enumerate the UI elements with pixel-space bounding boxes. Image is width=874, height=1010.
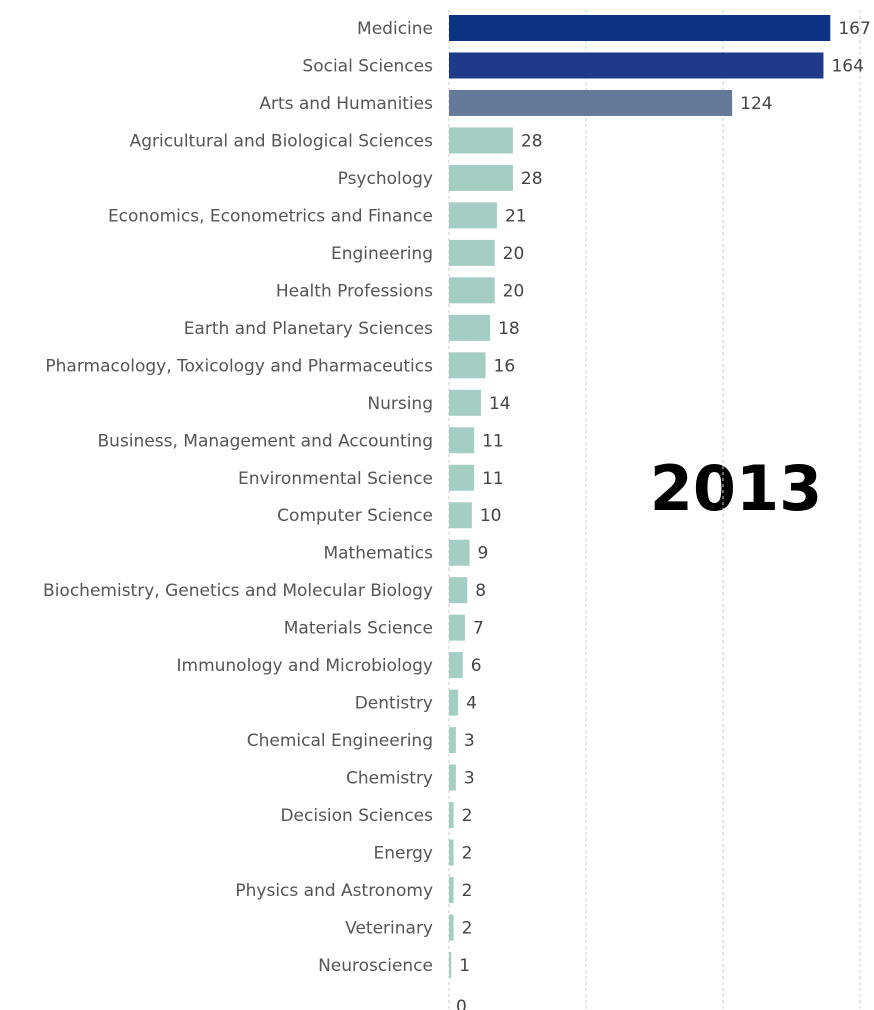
year-annotation: 2013 [650, 452, 823, 525]
value-label: 18 [498, 319, 520, 339]
bar [449, 577, 468, 604]
category-label: Agricultural and Biological Sciences [130, 131, 434, 151]
value-label: 4 [466, 694, 477, 714]
value-label: 21 [505, 206, 527, 226]
x-tick-label: 0 [456, 997, 467, 1010]
category-label: Dentistry [355, 694, 433, 714]
category-label: Earth and Planetary Sciences [184, 319, 433, 339]
bar [449, 352, 486, 379]
value-label: 2 [462, 881, 473, 901]
category-label: Materials Science [284, 619, 433, 639]
value-label: 10 [480, 506, 502, 526]
bar [449, 464, 475, 491]
bar [449, 277, 495, 304]
value-label: 11 [482, 431, 504, 451]
value-label: 2 [462, 844, 473, 864]
bar [449, 164, 513, 191]
value-label: 14 [489, 394, 511, 414]
category-label: Arts and Humanities [259, 94, 433, 114]
category-label: Engineering [331, 244, 433, 264]
bar [449, 89, 733, 116]
value-label: 20 [503, 244, 525, 264]
bar [449, 15, 831, 41]
bar [449, 839, 454, 866]
bar [449, 127, 513, 154]
bar [449, 427, 475, 454]
bar [449, 914, 454, 941]
bar [449, 689, 459, 716]
value-label: 28 [521, 169, 543, 189]
bar [449, 802, 454, 829]
value-label: 20 [503, 281, 525, 301]
category-label: Business, Management and Accounting [98, 431, 433, 451]
bar [449, 539, 470, 566]
category-label: Social Sciences [302, 56, 433, 76]
value-label: 9 [478, 544, 489, 564]
bar [449, 652, 463, 679]
value-label: 3 [464, 731, 475, 751]
value-label: 6 [471, 656, 482, 676]
bar [449, 314, 491, 341]
bar [449, 239, 495, 266]
category-label: Medicine [357, 19, 433, 39]
value-label: 28 [521, 131, 543, 151]
value-label: 11 [482, 469, 504, 489]
category-label: Energy [373, 844, 433, 864]
category-label: Neuroscience [318, 956, 433, 976]
bar [449, 502, 472, 529]
value-label: 167 [838, 19, 870, 39]
category-label: Environmental Science [238, 469, 433, 489]
value-label: 8 [475, 581, 486, 601]
category-label: Psychology [338, 169, 433, 189]
category-label: Mathematics [323, 544, 433, 564]
bar [449, 389, 481, 416]
category-label: Immunology and Microbiology [177, 656, 434, 676]
category-label: Physics and Astronomy [235, 881, 433, 901]
value-label: 16 [494, 356, 516, 376]
category-label: Pharmacology, Toxicology and Pharmaceuti… [45, 356, 433, 376]
value-label: 124 [740, 94, 772, 114]
value-label: 3 [464, 769, 475, 789]
category-label: Veterinary [345, 919, 433, 939]
category-label: Decision Sciences [280, 806, 433, 826]
category-label: Economics, Econometrics and Finance [108, 206, 433, 226]
category-label: Biochemistry, Genetics and Molecular Bio… [43, 581, 433, 601]
bar [449, 52, 824, 79]
bar [449, 877, 454, 904]
value-label: 1 [459, 956, 470, 976]
category-label: Nursing [367, 394, 433, 414]
category-label: Chemical Engineering [247, 731, 433, 751]
bar [449, 727, 456, 754]
category-label: Chemistry [346, 769, 433, 789]
bar [449, 952, 452, 978]
value-label: 164 [831, 56, 863, 76]
value-label: 7 [473, 619, 484, 639]
bar [449, 764, 456, 791]
value-label: 2 [462, 919, 473, 939]
category-label: Health Professions [276, 281, 433, 301]
value-label: 2 [462, 806, 473, 826]
bar [449, 202, 497, 229]
bar [449, 614, 465, 641]
category-label: Computer Science [277, 506, 433, 526]
